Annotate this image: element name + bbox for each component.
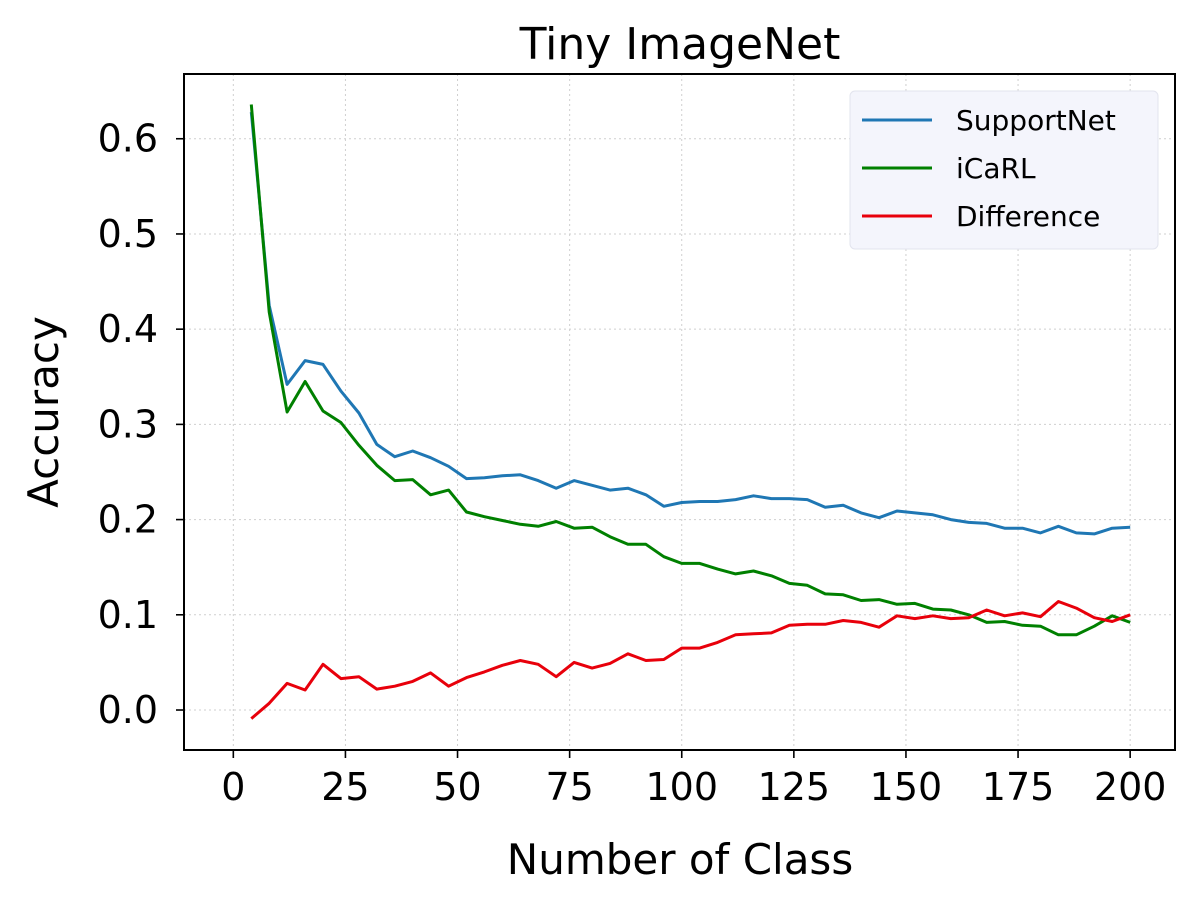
legend-label-difference: Difference xyxy=(956,200,1100,233)
y-tick-label: 0.2 xyxy=(98,498,158,542)
x-tick-label: 50 xyxy=(433,765,481,809)
y-tick-label: 0.1 xyxy=(98,593,158,637)
x-tick-label: 200 xyxy=(1094,765,1167,809)
y-tick-label: 0.3 xyxy=(98,402,158,446)
series-line-icarl xyxy=(249,104,1131,637)
y-tick-label: 0.0 xyxy=(98,688,158,732)
series-lines xyxy=(249,104,1131,720)
y-axis-ticks: 0.0 0.1 0.2 0.3 0.4 0.5 0.6 xyxy=(98,117,184,732)
y-tick-label: 0.5 xyxy=(98,212,158,256)
legend-box xyxy=(849,90,1159,250)
grid xyxy=(184,74,1175,750)
legend-label-icarl: iCaRL xyxy=(956,152,1036,185)
x-tick-label: 25 xyxy=(321,765,369,809)
x-axis-title: Number of Class xyxy=(507,835,853,884)
y-axis-title: Accuracy xyxy=(19,316,68,508)
x-tick-label: 175 xyxy=(982,765,1055,809)
legend-label-supportnet: SupportNet xyxy=(956,104,1116,137)
x-tick-label: 0 xyxy=(221,765,245,809)
series-line-difference xyxy=(250,600,1131,720)
chart-title: Tiny ImageNet xyxy=(519,19,841,70)
series-line-supportnet xyxy=(249,111,1131,536)
y-tick-label: 0.6 xyxy=(98,117,158,161)
y-tick-label: 0.4 xyxy=(98,307,158,351)
x-tick-label: 150 xyxy=(870,765,943,809)
legend: SupportNet iCaRL Difference xyxy=(849,90,1159,250)
x-tick-label: 125 xyxy=(758,765,831,809)
plot-frame xyxy=(183,73,1176,751)
x-axis-ticks: 0 25 50 75 100 125 150 175 200 xyxy=(221,750,1166,809)
x-tick-label: 100 xyxy=(645,765,718,809)
x-tick-label: 75 xyxy=(545,765,593,809)
